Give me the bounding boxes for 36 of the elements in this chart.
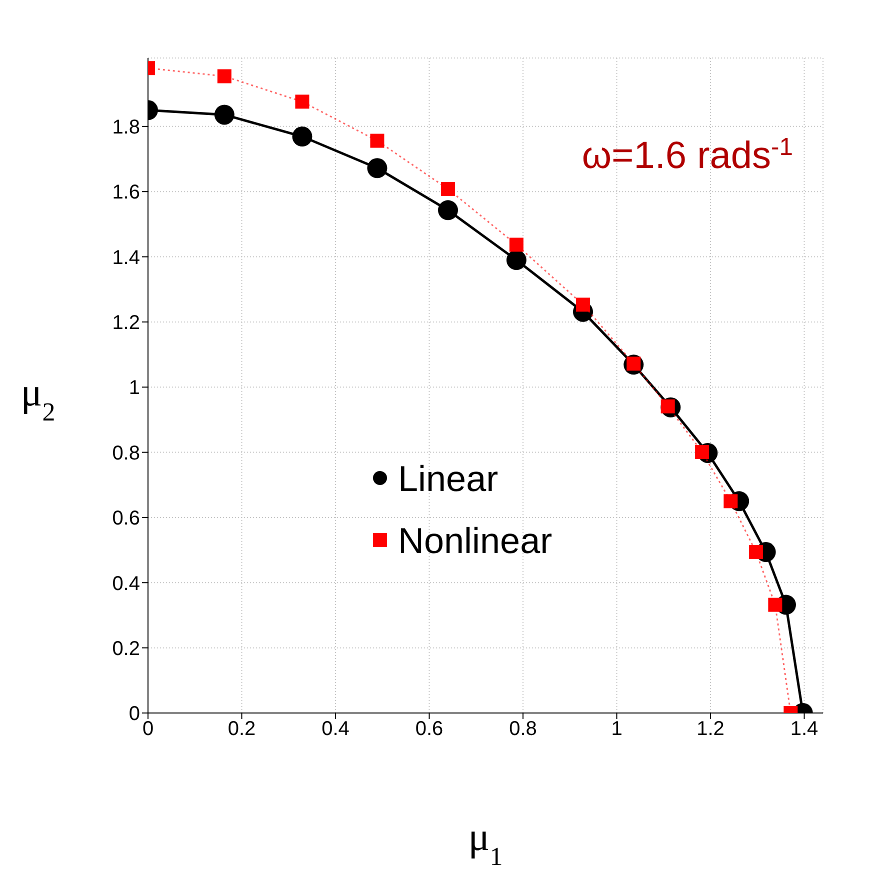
x-axis-title: μ$_{1}$: [468, 814, 503, 870]
point: [292, 126, 312, 147]
y-axis-title: μ$_{2}$: [20, 370, 56, 426]
point: [509, 238, 524, 252]
point: [217, 69, 232, 84]
point: [748, 545, 763, 560]
point: [506, 250, 526, 270]
point: [576, 298, 590, 312]
legend-label: Linear: [398, 458, 498, 499]
point: [768, 598, 782, 612]
y-tick-label: 1.6: [112, 182, 140, 204]
x-tick-label: 0.4: [322, 718, 350, 740]
y-tick-label: 1.8: [112, 116, 140, 139]
x-tick-label: 0.8: [509, 718, 537, 740]
y-tick-label: 1.4: [112, 246, 140, 269]
y-tick-label: 1.2: [112, 312, 140, 334]
point: [724, 494, 738, 508]
y-tick-label: 0.8: [112, 442, 140, 464]
point: [438, 200, 458, 220]
y-tick-label: 0.4: [112, 572, 140, 595]
x-tick-label: 1.2: [696, 718, 724, 740]
point: [295, 94, 310, 109]
y-tick-label: 1: [128, 377, 140, 400]
point: [367, 158, 388, 178]
point: [370, 134, 384, 148]
point: [441, 182, 455, 196]
x-tick-label: 1: [611, 718, 622, 740]
annotation: ω=1.6 rads$^{-1}$: [582, 134, 793, 177]
y-tick-label: 0: [128, 703, 140, 726]
legend-label: Nonlinear: [398, 520, 552, 561]
point: [214, 104, 234, 125]
y-tick-label: 0.6: [112, 508, 140, 530]
x-tick-label: 1.4: [790, 718, 818, 740]
y-tick-label: 0.2: [112, 638, 140, 660]
x-tick-label: 0.2: [228, 718, 256, 740]
x-tick-label: 0.6: [415, 718, 444, 740]
